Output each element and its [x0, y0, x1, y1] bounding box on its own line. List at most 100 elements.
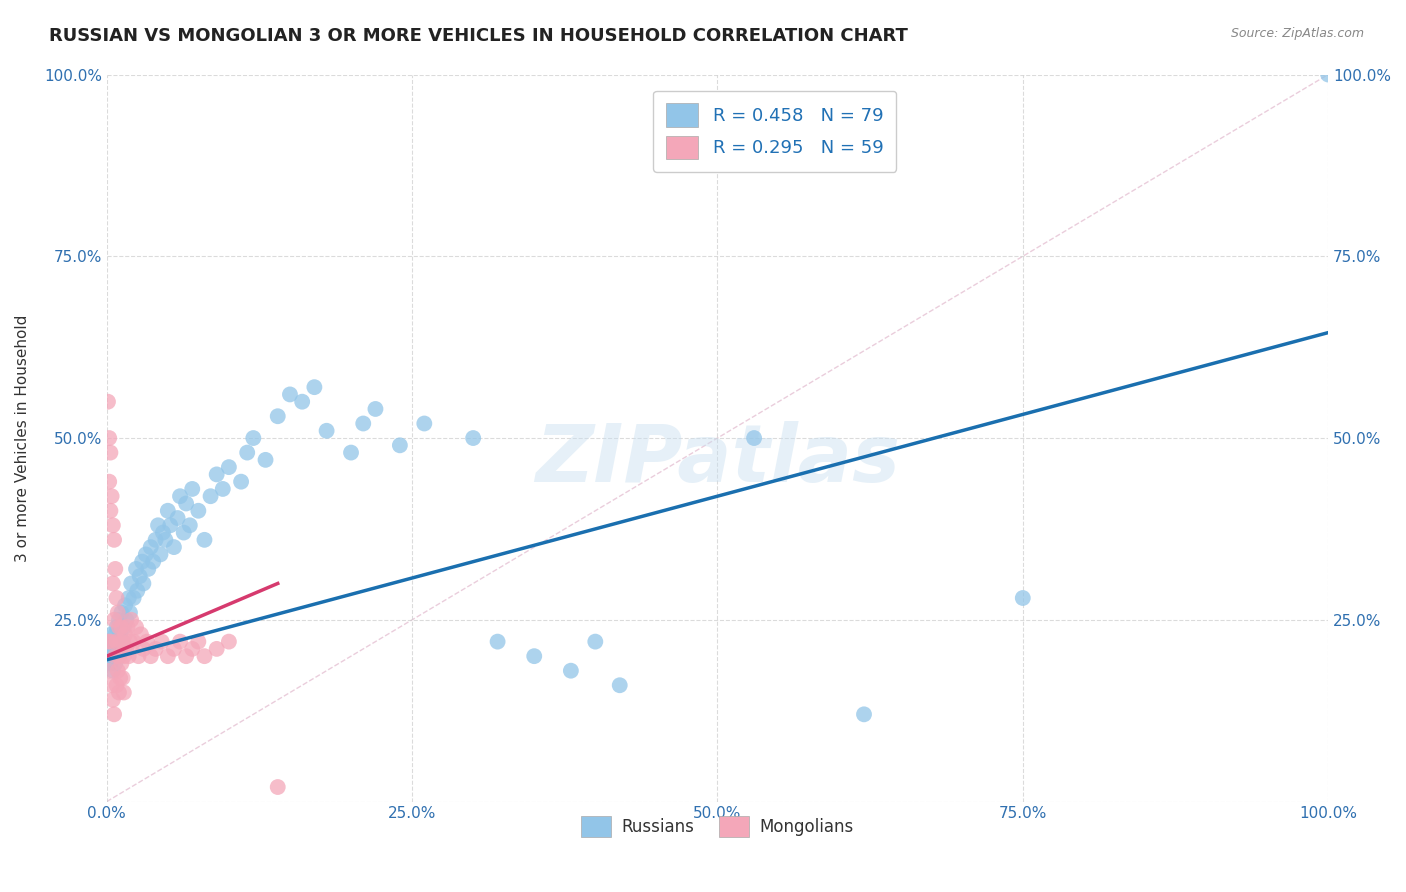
Point	[128, 569, 150, 583]
Point	[98, 664, 121, 678]
Point	[104, 649, 127, 664]
Point	[463, 431, 485, 445]
Point	[169, 489, 191, 503]
Point	[174, 496, 197, 510]
Point	[111, 634, 134, 648]
Point	[229, 475, 252, 489]
Point	[101, 641, 124, 656]
Point	[181, 482, 204, 496]
Point	[111, 634, 134, 648]
Point	[139, 540, 162, 554]
Point	[173, 525, 195, 540]
Point	[560, 664, 582, 678]
Point	[108, 685, 131, 699]
Point	[413, 417, 436, 431]
Point	[159, 518, 181, 533]
Point	[145, 641, 167, 656]
Point	[128, 649, 150, 664]
Point	[127, 583, 149, 598]
Point	[388, 438, 411, 452]
Point	[129, 627, 152, 641]
Point	[135, 547, 157, 561]
Point	[267, 780, 290, 794]
Point	[181, 641, 204, 656]
Text: RUSSIAN VS MONGOLIAN 3 OR MORE VEHICLES IN HOUSEHOLD CORRELATION CHART: RUSSIAN VS MONGOLIAN 3 OR MORE VEHICLES …	[49, 27, 908, 45]
Point	[156, 649, 179, 664]
Point	[146, 518, 169, 533]
Point	[100, 627, 122, 641]
Point	[100, 634, 122, 648]
Point	[108, 649, 131, 664]
Point	[103, 649, 125, 664]
Point	[101, 664, 124, 678]
Point	[110, 657, 132, 671]
Point	[193, 649, 215, 664]
Point	[179, 518, 201, 533]
Point	[103, 707, 125, 722]
Point	[100, 489, 122, 503]
Point	[118, 591, 141, 605]
Point	[115, 613, 138, 627]
Point	[104, 562, 127, 576]
Point	[136, 634, 159, 648]
Point	[236, 445, 259, 459]
Point	[108, 671, 131, 685]
Point	[132, 641, 155, 656]
Point	[187, 634, 209, 648]
Point	[105, 641, 128, 656]
Point	[315, 424, 337, 438]
Point	[340, 445, 363, 459]
Point	[125, 562, 148, 576]
Point	[107, 634, 129, 648]
Point	[193, 533, 215, 547]
Point	[118, 634, 141, 648]
Point	[120, 613, 142, 627]
Point	[100, 634, 122, 648]
Point	[742, 431, 765, 445]
Point	[291, 394, 314, 409]
Text: ZIPatlas: ZIPatlas	[534, 421, 900, 499]
Legend: Russians, Mongolians: Russians, Mongolians	[575, 809, 860, 844]
Point	[150, 634, 173, 648]
Point	[211, 482, 233, 496]
Point	[104, 657, 127, 671]
Point	[108, 627, 131, 641]
Point	[97, 634, 120, 648]
Point	[1011, 591, 1033, 605]
Point	[304, 380, 326, 394]
Point	[100, 445, 122, 459]
Point	[108, 620, 131, 634]
Point	[114, 599, 136, 613]
Point	[149, 547, 172, 561]
Point	[156, 504, 179, 518]
Point	[97, 641, 120, 656]
Point	[166, 511, 188, 525]
Point	[169, 634, 191, 648]
Point	[254, 453, 277, 467]
Point	[114, 627, 136, 641]
Point	[112, 649, 135, 664]
Point	[115, 641, 138, 656]
Y-axis label: 3 or more Vehicles in Household: 3 or more Vehicles in Household	[15, 314, 30, 562]
Point	[187, 504, 209, 518]
Point	[523, 649, 546, 664]
Point	[110, 606, 132, 620]
Point	[105, 678, 128, 692]
Point	[853, 707, 876, 722]
Point	[98, 475, 121, 489]
Point	[118, 606, 141, 620]
Point	[98, 649, 121, 664]
Point	[105, 620, 128, 634]
Point	[205, 641, 228, 656]
Point	[118, 649, 141, 664]
Point	[100, 678, 122, 692]
Point	[163, 540, 186, 554]
Point	[278, 387, 301, 401]
Point	[200, 489, 222, 503]
Point	[112, 685, 135, 699]
Point	[609, 678, 631, 692]
Point	[111, 671, 134, 685]
Point	[139, 649, 162, 664]
Point	[101, 518, 124, 533]
Point	[101, 576, 124, 591]
